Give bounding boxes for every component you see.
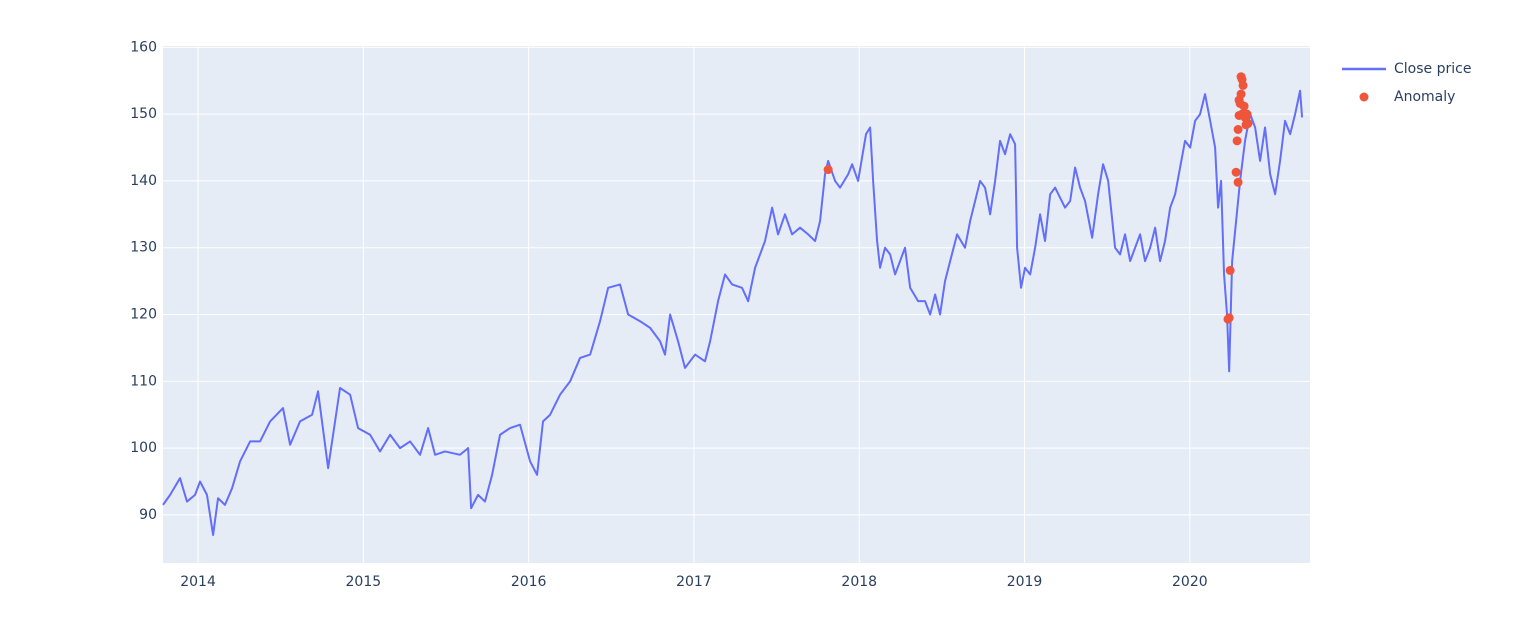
anomaly-point: [1242, 109, 1252, 119]
legend-label: Anomaly: [1394, 89, 1455, 105]
x-tick-label: 2018: [841, 574, 877, 590]
x-tick-label: 2016: [511, 574, 547, 590]
price-line: [162, 89, 1304, 536]
x-tick-label: 2020: [1172, 574, 1208, 590]
y-tick-label: 150: [130, 106, 157, 122]
y-tick-label: 90: [139, 507, 157, 523]
plot-area: [163, 46, 1310, 563]
anomaly-point: [1239, 101, 1249, 111]
y-tick-label: 160: [130, 39, 157, 55]
x-tick-label: 2015: [346, 574, 382, 590]
anomaly-point: [1231, 167, 1241, 177]
anomaly-point: [1232, 136, 1242, 146]
x-tick-label: 2019: [1007, 574, 1043, 590]
y-tick-label: 140: [130, 173, 157, 189]
anomaly-point: [1225, 265, 1235, 275]
anomaly-point: [1233, 177, 1243, 187]
x-tick-label: 2017: [676, 574, 712, 590]
anomaly-point: [1243, 118, 1253, 128]
anomaly-point: [1236, 89, 1246, 99]
x-tick-label: 2014: [180, 574, 216, 590]
y-tick-label: 110: [130, 373, 157, 389]
y-tick-label: 120: [130, 307, 157, 323]
legend-swatch: [1359, 92, 1369, 102]
anomaly-point: [1224, 313, 1234, 323]
anomaly-point: [1238, 80, 1248, 90]
y-tick-label: 100: [130, 440, 157, 456]
legend-label: Close price: [1394, 61, 1471, 77]
anomaly-point: [823, 165, 833, 175]
y-tick-label: 130: [130, 240, 157, 256]
anomaly-point: [1233, 124, 1243, 134]
